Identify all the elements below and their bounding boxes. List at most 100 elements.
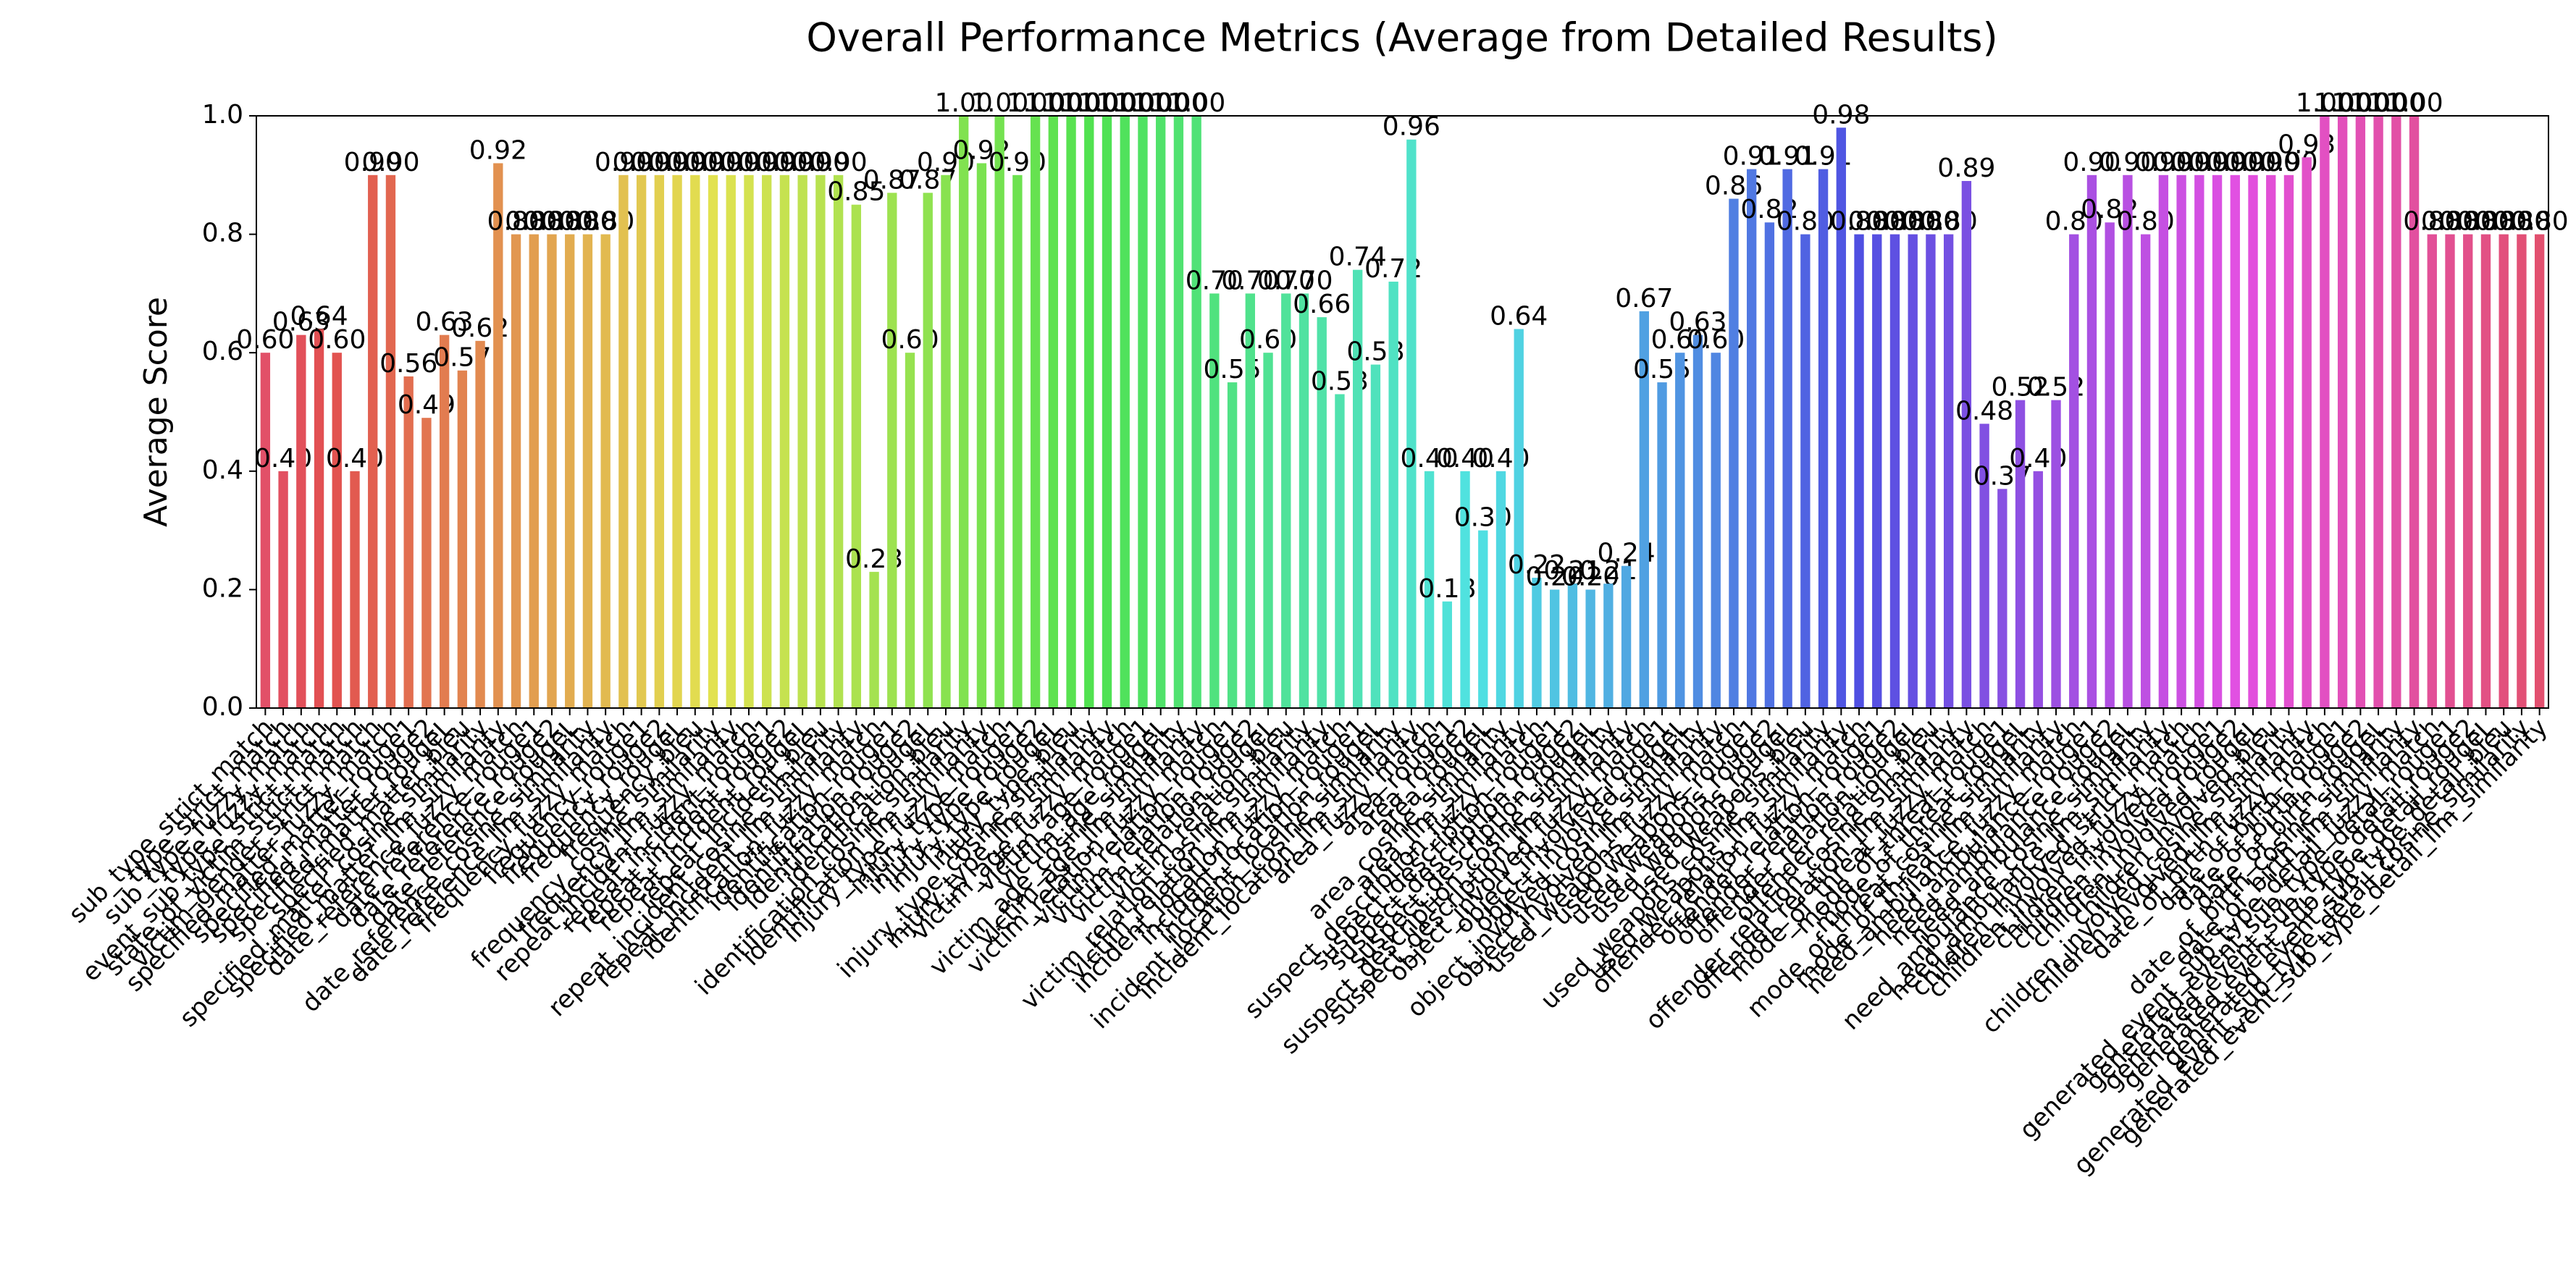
bar bbox=[1532, 578, 1542, 708]
bar bbox=[1156, 116, 1166, 708]
bar bbox=[547, 234, 557, 709]
bar bbox=[1406, 139, 1417, 709]
value-label: 1.00 bbox=[2349, 88, 2407, 118]
bar bbox=[403, 376, 414, 708]
bar bbox=[385, 174, 396, 709]
bar bbox=[779, 174, 790, 709]
bar bbox=[1979, 424, 1989, 708]
bar bbox=[2158, 174, 2169, 709]
bar bbox=[2230, 174, 2240, 709]
bar bbox=[1012, 174, 1023, 709]
value-label: 0.80 bbox=[2475, 207, 2533, 237]
bar bbox=[1997, 489, 2007, 708]
y-tick-label: 0.8 bbox=[202, 219, 243, 248]
bar bbox=[2517, 234, 2527, 709]
bar bbox=[636, 174, 647, 709]
bar bbox=[2033, 471, 2043, 708]
value-label: 0.22 bbox=[1508, 550, 1566, 580]
y-tick-label: 0.2 bbox=[202, 573, 243, 603]
bar bbox=[994, 116, 1004, 708]
bar bbox=[1191, 116, 1201, 708]
value-label: 0.80 bbox=[1848, 207, 1906, 237]
bar bbox=[1908, 234, 1918, 709]
bar bbox=[2051, 400, 2061, 708]
value-label: 1.00 bbox=[935, 88, 993, 118]
bar bbox=[2015, 400, 2026, 708]
value-label: 1.00 bbox=[1078, 88, 1136, 118]
bar bbox=[1317, 317, 1327, 708]
bar bbox=[887, 193, 897, 709]
bar bbox=[1263, 353, 1273, 708]
value-label: 0.60 bbox=[236, 325, 294, 355]
value-label: 0.90 bbox=[2224, 148, 2282, 177]
bar bbox=[1692, 334, 1703, 708]
bar bbox=[600, 234, 611, 709]
value-label: 0.40 bbox=[1401, 444, 1459, 473]
value-label: 0.52 bbox=[1991, 373, 2049, 403]
value-label: 1.00 bbox=[1096, 88, 1154, 118]
bar bbox=[1639, 311, 1649, 708]
bar bbox=[1442, 601, 1452, 708]
value-label: 0.60 bbox=[308, 325, 366, 355]
bar bbox=[1926, 234, 1936, 709]
bar bbox=[1764, 222, 1775, 708]
bar bbox=[2248, 174, 2258, 709]
bar bbox=[941, 174, 951, 709]
y-axis-label: Average Score bbox=[138, 297, 175, 527]
value-label: 0.80 bbox=[2457, 207, 2514, 237]
value-label: 0.90 bbox=[2134, 148, 2192, 177]
bar bbox=[582, 234, 593, 709]
bar bbox=[1281, 293, 1291, 708]
bar bbox=[2086, 174, 2097, 709]
bar bbox=[1138, 116, 1148, 708]
bar bbox=[1854, 234, 1864, 709]
y-tick-label: 0.4 bbox=[202, 455, 243, 485]
value-label: 0.90 bbox=[792, 148, 849, 177]
bar bbox=[314, 329, 324, 709]
value-label: 1.00 bbox=[1060, 88, 1118, 118]
bar bbox=[2427, 234, 2437, 709]
value-label: 0.90 bbox=[810, 148, 868, 177]
value-label: 0.80 bbox=[2439, 207, 2497, 237]
value-label: 0.64 bbox=[1490, 301, 1548, 331]
bar bbox=[923, 193, 933, 709]
bar bbox=[296, 334, 306, 708]
value-label: 0.96 bbox=[1383, 112, 1440, 142]
bar bbox=[1729, 198, 1739, 708]
bar bbox=[529, 234, 539, 709]
value-label: 0.90 bbox=[2152, 148, 2210, 177]
bar bbox=[2337, 116, 2348, 708]
value-label: 0.98 bbox=[1812, 100, 1870, 130]
bar bbox=[1227, 382, 1238, 708]
value-label: 1.00 bbox=[1042, 88, 1100, 118]
value-label: 0.56 bbox=[379, 349, 437, 379]
bar bbox=[1299, 293, 1309, 708]
value-label: 0.70 bbox=[1221, 266, 1279, 295]
bar bbox=[2480, 234, 2491, 709]
value-label: 0.90 bbox=[755, 148, 813, 177]
bar bbox=[493, 163, 503, 708]
value-label: 1.00 bbox=[1132, 88, 1190, 118]
value-label: 0.91 bbox=[1758, 142, 1816, 172]
bar bbox=[2212, 174, 2223, 709]
value-label: 1.00 bbox=[1114, 88, 1172, 118]
bar bbox=[1102, 116, 1112, 708]
value-label: 1.00 bbox=[2385, 88, 2443, 118]
value-label: 1.00 bbox=[1007, 88, 1065, 118]
value-label: 0.80 bbox=[2421, 207, 2479, 237]
value-label: 1.00 bbox=[2296, 88, 2354, 118]
value-label: 0.90 bbox=[2099, 148, 2157, 177]
bar bbox=[1495, 471, 1506, 708]
value-label: 0.91 bbox=[1723, 142, 1781, 172]
bar bbox=[2140, 234, 2151, 709]
bar bbox=[260, 353, 271, 708]
value-label: 0.80 bbox=[2511, 207, 2569, 237]
value-label: 1.00 bbox=[2314, 88, 2372, 118]
bar bbox=[833, 174, 844, 709]
bar bbox=[1889, 234, 1900, 709]
value-label: 0.90 bbox=[666, 148, 724, 177]
bar bbox=[1549, 589, 1560, 708]
bar bbox=[1353, 269, 1363, 708]
bar bbox=[1836, 127, 1846, 709]
